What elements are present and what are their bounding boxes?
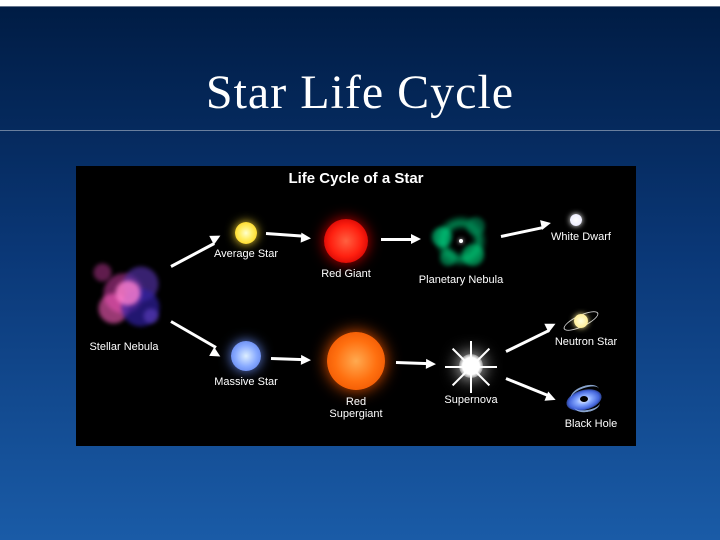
arrow-head-icon: [411, 234, 421, 244]
black-hole-label: Black Hole: [556, 418, 626, 430]
arrow-head-icon: [301, 233, 312, 244]
average-star-icon: [235, 222, 257, 244]
arrow-head-icon: [540, 218, 552, 230]
neutron-star-icon: [564, 304, 598, 338]
arrow-line: [505, 377, 549, 397]
bottom-rule: [0, 130, 720, 131]
red-giant-label: Red Giant: [311, 268, 381, 280]
black-hole-icon: [566, 388, 606, 414]
arrow-line: [170, 242, 215, 268]
arrow-line: [396, 361, 428, 365]
red-giant-icon: [324, 219, 368, 263]
red-supergiant-label: Red Supergiant: [321, 396, 391, 420]
arrow-line: [381, 238, 413, 241]
arrow-head-icon: [209, 347, 223, 361]
diagram-title: Life Cycle of a Star: [76, 166, 636, 187]
average-star-label: Average Star: [211, 248, 281, 260]
arrow-line: [170, 320, 216, 349]
slide: Star Life Cycle Life Cycle of a Star Ste…: [0, 6, 720, 540]
white-dwarf-icon: [570, 214, 582, 226]
neutron-star-label: Neutron Star: [551, 336, 621, 348]
arrow-line: [266, 232, 303, 238]
arrow-line: [505, 329, 549, 353]
planetary-nebula-icon: [432, 212, 490, 270]
stellar-nebula-label: Stellar Nebula: [89, 341, 159, 353]
arrow-head-icon: [544, 391, 557, 404]
red-supergiant-icon: [327, 332, 385, 390]
planetary-nebula-label: Planetary Nebula: [416, 274, 506, 286]
star-life-cycle-diagram: Life Cycle of a Star Stellar Nebula Aver…: [76, 166, 636, 446]
arrow-line: [501, 226, 544, 238]
massive-star-icon: [231, 341, 261, 371]
arrow-line: [271, 357, 303, 361]
supernova-label: Supernova: [436, 394, 506, 406]
stellar-nebula-icon: [94, 259, 169, 334]
arrow-head-icon: [301, 355, 311, 365]
arrow-head-icon: [426, 359, 436, 369]
slide-title: Star Life Cycle: [0, 7, 720, 120]
supernova-icon: [451, 346, 491, 386]
massive-star-label: Massive Star: [211, 376, 281, 388]
white-dwarf-label: White Dwarf: [546, 231, 616, 243]
